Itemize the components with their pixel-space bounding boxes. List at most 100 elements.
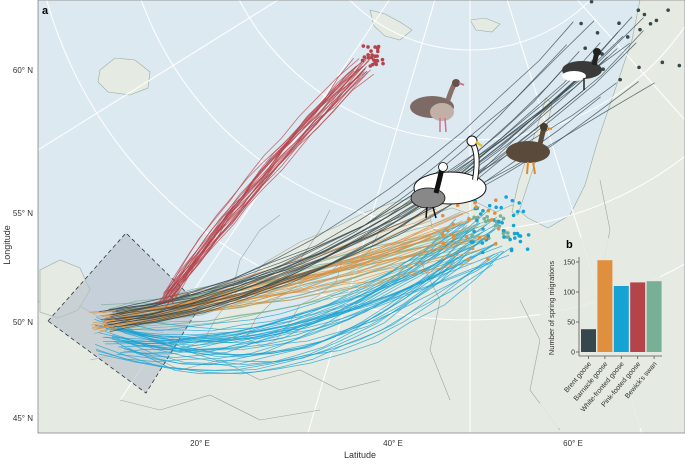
pink-footed-goose-illustration	[410, 79, 465, 133]
bewicks-swan-stopover-point	[498, 214, 503, 218]
bewicks-swan-stopover-point	[501, 231, 506, 236]
franz-josef-land	[469, 17, 501, 33]
brent-goose-track	[109, 71, 586, 323]
white-fronted-goose-stopover-point	[521, 209, 526, 214]
bewicks-swan-stopover-point	[472, 215, 476, 220]
barnacle-goose-illustration	[410, 162, 448, 219]
x-axis-label: Latitude	[344, 450, 376, 459]
white-fronted-goose-stopover-point	[525, 247, 530, 251]
white-fronted-goose-stopover-point	[478, 212, 483, 216]
white-fronted-goose-stopover-point	[511, 223, 516, 228]
white-fronted-goose-stopover-point	[475, 218, 479, 223]
white-fronted-goose-stopover-point	[497, 219, 501, 224]
pink-footed-goose-track	[171, 72, 368, 300]
white-fronted-goose-track	[128, 264, 494, 375]
brent-goose-track	[115, 65, 567, 314]
panel-b-label: b	[566, 239, 573, 251]
white-fronted-goose-stopover-point	[501, 228, 506, 233]
barnacle-goose-stopover-point	[451, 222, 455, 226]
bar-white-fronted-goose	[613, 286, 629, 352]
barnacle-goose-stopover-point	[466, 257, 470, 262]
map-panel	[38, 0, 685, 433]
brent-goose-stopover-point	[654, 18, 659, 23]
white-fronted-goose-stopover-point	[502, 235, 506, 239]
white-fronted-goose-track	[104, 247, 511, 351]
brent-goose-stopover-point	[666, 8, 670, 12]
pink-footed-goose-stopover-point	[381, 61, 385, 66]
white-fronted-goose-stopover-point	[469, 240, 474, 244]
bewicks-swan-stopover-point	[501, 216, 506, 221]
white-fronted-goose-stopover-point	[494, 205, 498, 210]
pink-footed-goose-stopover-point	[366, 55, 371, 60]
brent-goose-track	[113, 42, 637, 328]
white-fronted-goose-stopover-point	[487, 203, 492, 208]
barnacle-goose-stopover-point	[451, 235, 456, 240]
white-fronted-goose-track	[116, 253, 459, 356]
brent-goose-illustration	[562, 48, 602, 90]
white-fronted-goose-stopover-point	[481, 209, 485, 213]
white-fronted-goose-stopover-point	[526, 233, 531, 237]
white-fronted-goose-stopover-point	[512, 231, 517, 236]
bar-bewick-s-swan	[646, 281, 662, 352]
pink-footed-goose-track	[161, 65, 363, 304]
bewicks-swan-stopover-point	[482, 216, 486, 221]
pink-footed-goose-track	[171, 53, 371, 304]
brent-goose-stopover-point	[579, 21, 583, 26]
barnacle-goose-stopover-point	[493, 211, 497, 215]
white-fronted-goose-stopover-point	[499, 205, 503, 210]
barnacle-goose-stopover-point	[477, 235, 482, 240]
white-fronted-goose-illustration	[506, 123, 553, 175]
barnacle-goose-stopover-point	[489, 218, 494, 222]
pink-footed-goose-stopover-point	[360, 58, 365, 63]
barnacle-goose-track	[98, 239, 465, 327]
bewicks-swan-stopover-point	[470, 233, 474, 238]
barnacle-goose-stopover-point	[496, 226, 501, 231]
white-fronted-goose-track	[96, 250, 505, 375]
white-fronted-goose-stopover-point	[513, 236, 517, 240]
brent-goose-stopover-point	[637, 65, 641, 70]
brent-goose-stopover-point	[636, 8, 641, 13]
stopover-points	[360, 0, 682, 262]
x-tick-label: 40° E	[383, 439, 403, 448]
brent-goose-stopover-point	[595, 30, 600, 35]
barnacle-goose-track	[88, 262, 473, 313]
white-fronted-goose-stopover-point	[515, 209, 520, 214]
map-frame	[37, 0, 685, 434]
brent-goose-stopover-point	[583, 46, 587, 51]
white-fronted-goose-stopover-point	[509, 247, 514, 251]
pink-footed-goose-stopover-point	[366, 45, 370, 49]
barnacle-goose-stopover-point	[470, 246, 475, 251]
brent-goose-stopover-point	[618, 77, 622, 82]
barnacle-goose-stopover-point	[486, 208, 491, 213]
white-fronted-goose-stopover-point	[517, 201, 522, 205]
barnacle-goose-stopover-point	[493, 242, 498, 246]
white-fronted-goose-track	[117, 250, 503, 348]
pink-footed-goose-stopover-point	[375, 49, 380, 54]
bewicks-swan-stopover-point	[486, 218, 491, 223]
white-fronted-goose-stopover-point	[481, 227, 485, 231]
y-tick-label: 50° N	[13, 318, 33, 327]
bar-pink-footed-goose	[630, 282, 646, 352]
bar-chart-y-tick-label: 0	[571, 350, 575, 357]
barnacle-goose-stopover-point	[440, 232, 445, 236]
white-fronted-goose-stopover-point	[518, 239, 523, 244]
bar-chart-y-tick-label: 50	[567, 320, 575, 327]
brent-goose-stopover-point	[638, 27, 642, 32]
pink-footed-goose-track	[165, 57, 354, 301]
x-tick-label: 20° E	[190, 439, 210, 448]
barnacle-goose-stopover-point	[473, 200, 477, 205]
pink-footed-goose-track	[166, 71, 365, 295]
bar-chart-y-tick-label: 100	[563, 290, 575, 297]
x-tick-label: 60° E	[563, 439, 583, 448]
bewicks-swan-stopover-point	[485, 214, 489, 219]
white-fronted-goose-track	[105, 223, 464, 341]
white-fronted-goose-track	[123, 232, 460, 358]
pink-footed-goose-stopover-point	[376, 44, 381, 49]
white-fronted-goose-stopover-point	[511, 213, 516, 218]
pink-footed-goose-stopover-point	[361, 44, 366, 48]
iceland	[97, 57, 151, 96]
brent-goose-stopover-point	[660, 60, 665, 65]
pink-footed-goose-track	[170, 57, 371, 292]
pink-footed-goose-track	[169, 73, 375, 301]
